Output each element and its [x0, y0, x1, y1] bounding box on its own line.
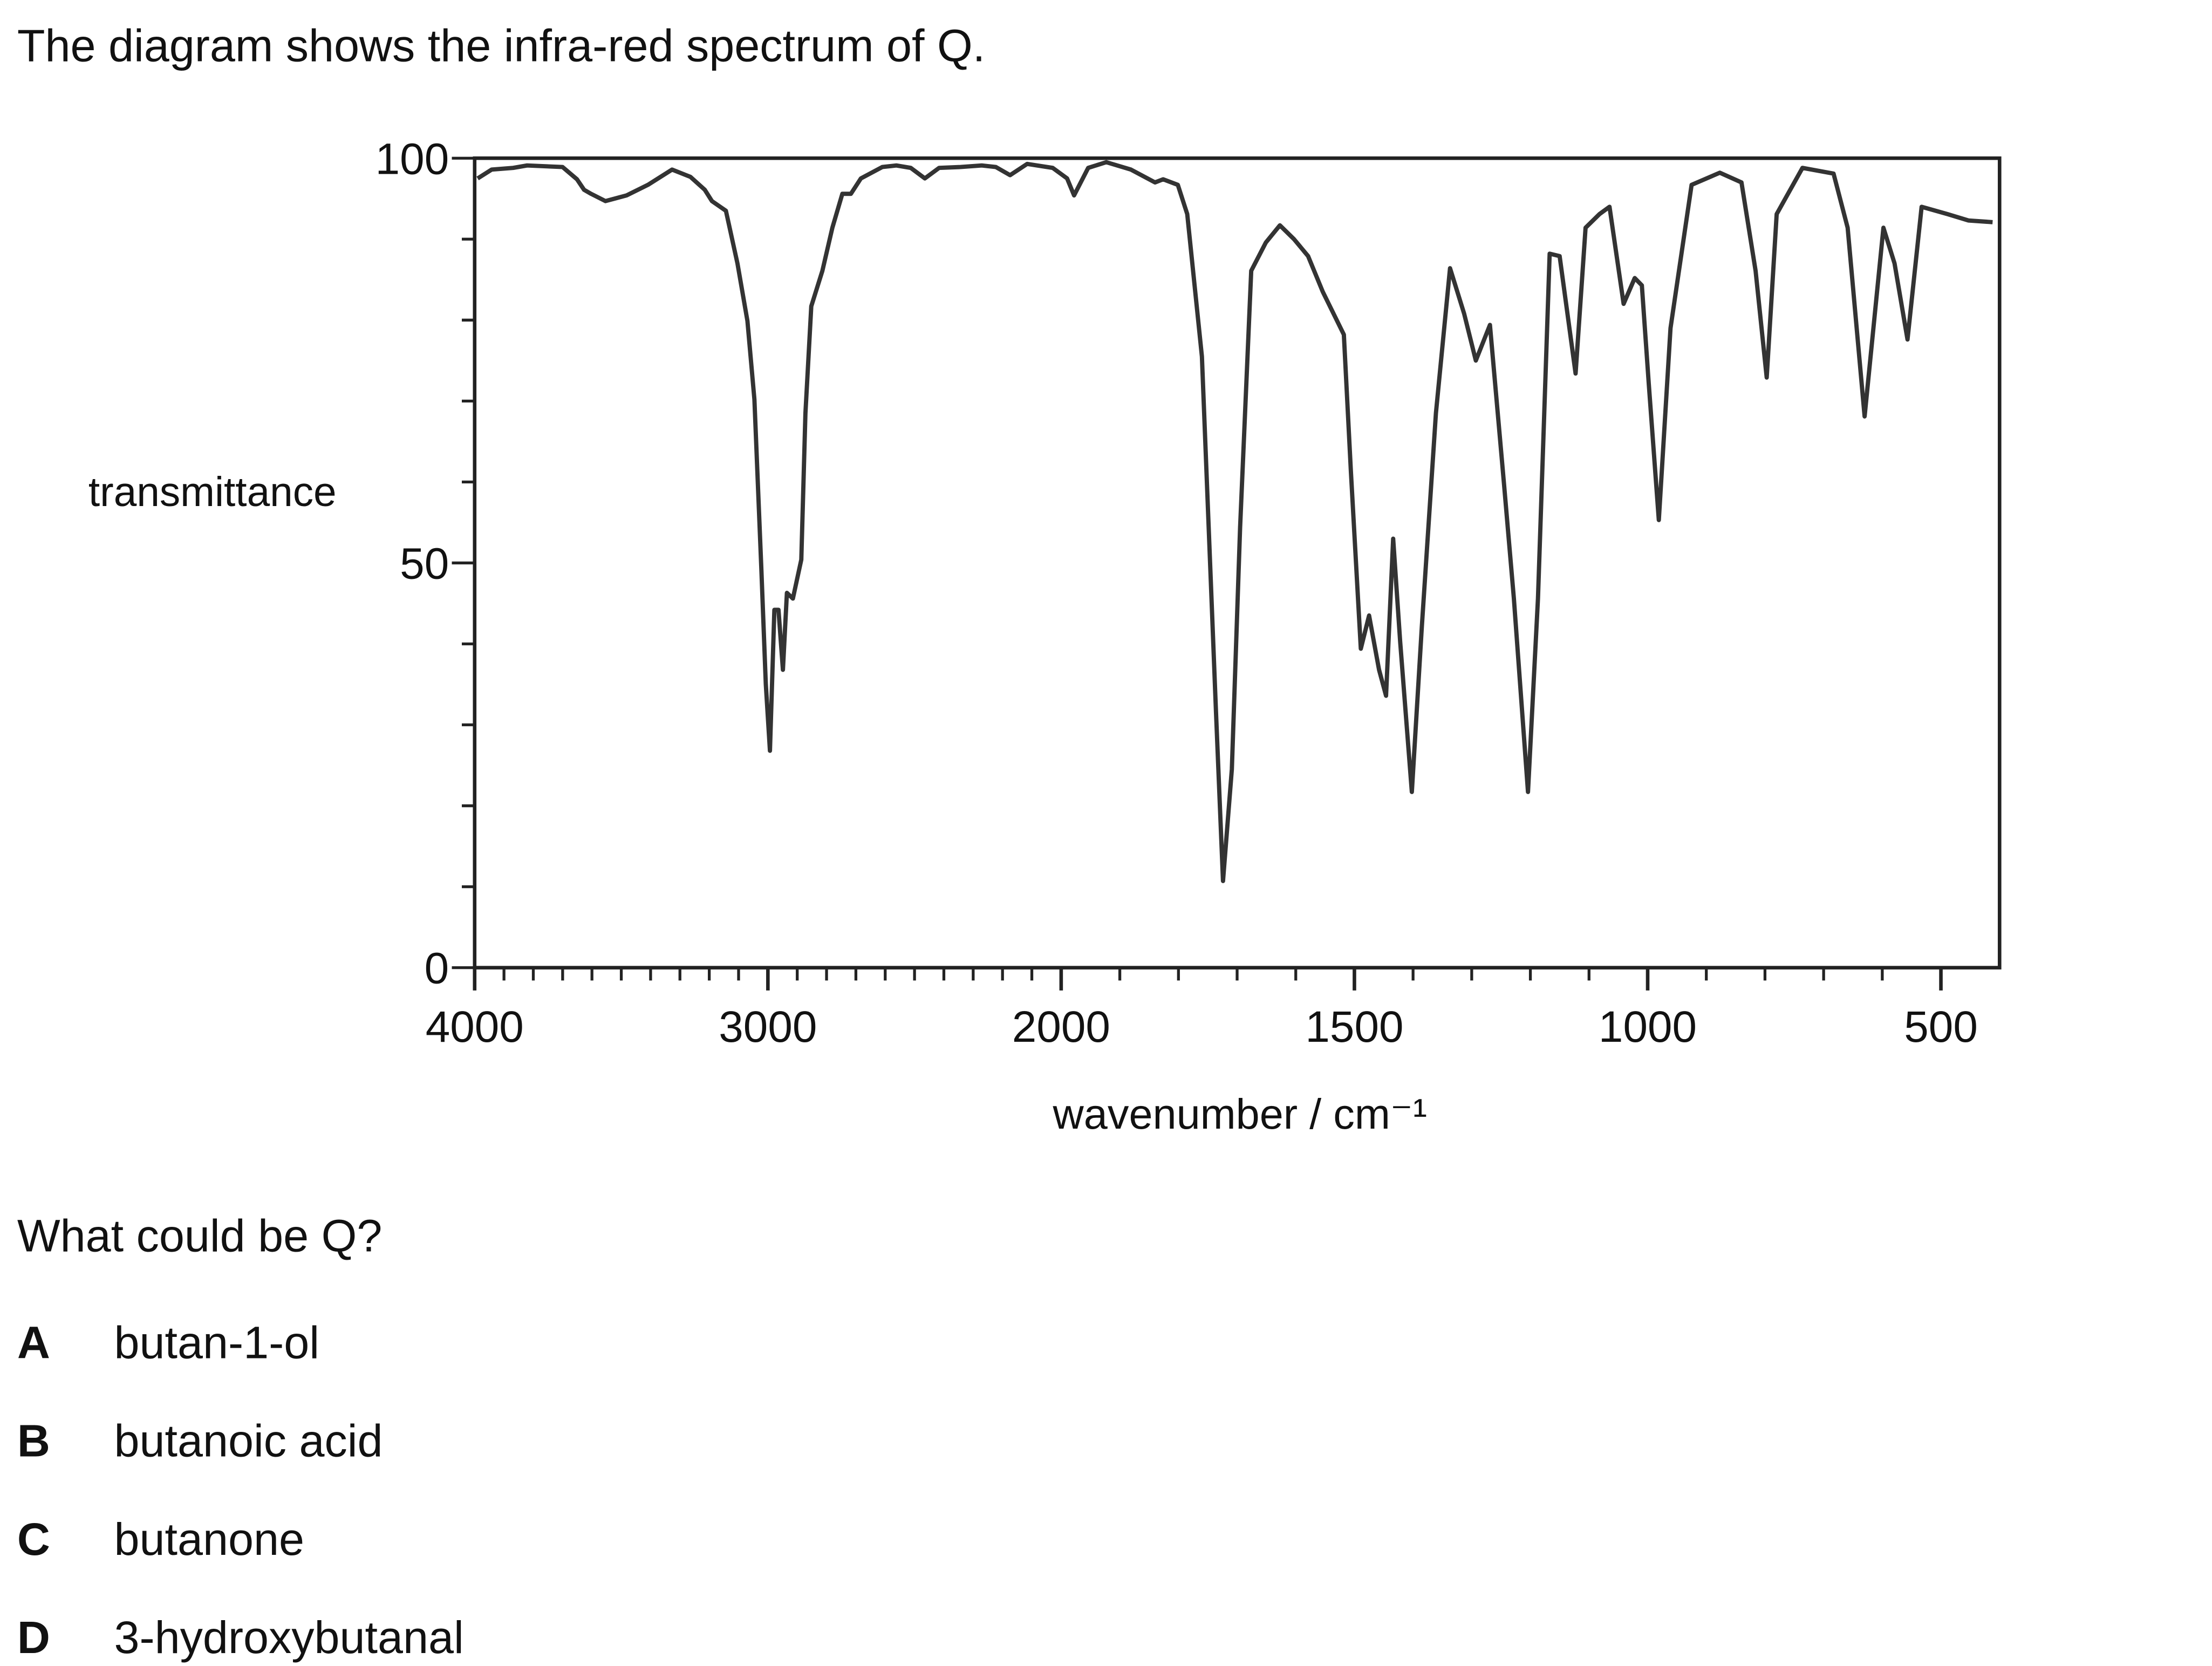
option-letter: A	[17, 1316, 50, 1368]
spectrum-line	[476, 160, 1993, 883]
option-letter: B	[17, 1415, 50, 1466]
option-text: 3-hydroxybutanal	[114, 1612, 463, 1663]
option-letter: C	[17, 1513, 50, 1565]
y-axis-label: transmittance	[88, 469, 337, 515]
option-letter: D	[17, 1612, 50, 1663]
x-tick-label: 1000	[1599, 1002, 1697, 1052]
y-tick-label: 0	[425, 944, 449, 993]
option-text: butan-1-ol	[114, 1316, 319, 1368]
option-text: butanoic acid	[114, 1415, 383, 1466]
x-tick-label: 2000	[1012, 1002, 1110, 1052]
question-text: What could be Q?	[17, 1210, 383, 1261]
x-tick-label: 500	[1904, 1002, 1978, 1052]
x-tick-label: 3000	[719, 1002, 817, 1052]
y-tick-label: 50	[400, 539, 449, 588]
chart: 0 50 100 4000 3000 2000 1500 1000 500	[376, 134, 2002, 1052]
y-tick-label: 100	[376, 134, 449, 183]
option-text: butanone	[114, 1513, 304, 1565]
x-tick-label: 4000	[426, 1002, 524, 1052]
intro-text: The diagram shows the infra-red spectrum…	[17, 20, 985, 71]
x-axis-label: wavenumber / cm⁻¹	[1053, 1090, 1428, 1138]
x-tick-label: 1500	[1305, 1002, 1403, 1052]
